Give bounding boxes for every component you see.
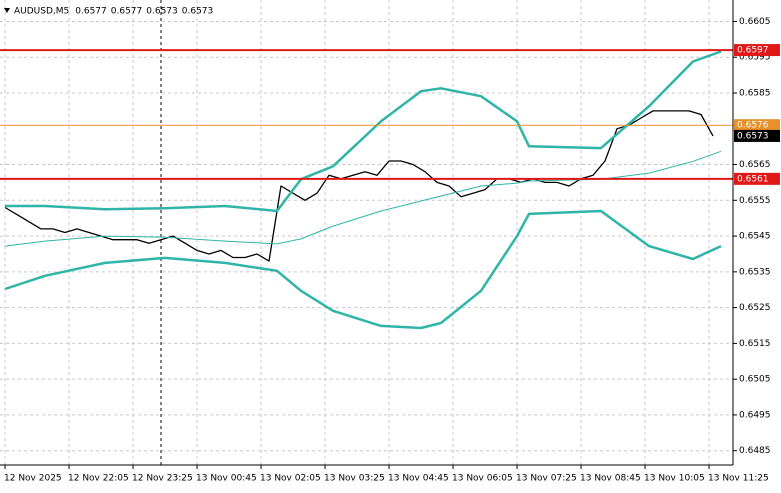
price-tag-label: 0.6561 [737,174,769,184]
price-tag-label: 0.6597 [737,46,769,56]
y-tick-label: 0.6565 [739,160,771,170]
y-tick-label: 0.6585 [739,89,771,99]
y-tick-label: 0.6535 [739,267,771,277]
y-tick-label: 0.6525 [739,303,771,313]
ohlc-values: 0.6577 0.6577 0.6573 0.6573 [75,7,213,17]
ohlc-value: 0.6577 [111,7,143,17]
x-tick-label: 13 Nov 08:45 [580,474,641,484]
price-tag [734,172,780,185]
x-tick-label: 13 Nov 07:25 [516,474,577,484]
ohlc-value: 0.6577 [75,7,107,17]
symbol-menu-icon[interactable] [4,8,10,13]
ohlc-value: 0.6573 [146,7,178,17]
price-tag-label: 0.6576 [737,121,769,131]
y-tick-label: 0.6505 [739,375,771,385]
y-tick-label: 0.6515 [739,339,771,349]
ohlc-value: 0.6573 [182,7,214,17]
series-line [5,50,722,213]
x-tick-label: 13 Nov 10:05 [644,474,705,484]
y-tick-label: 0.6595 [739,53,771,63]
y-tick-label: 0.6495 [739,410,771,420]
x-tick-label: 13 Nov 00:45 [196,474,257,484]
plot-area [0,49,733,330]
x-tick-label: 12 Nov 22:05 [68,474,129,484]
price-tag [734,119,780,132]
x-tick-label: 13 Nov 11:25 [708,474,769,484]
y-tick-label: 0.6605 [739,17,771,27]
x-tick-label: 12 Nov 23:25 [132,474,193,484]
series-line [4,110,714,262]
grid [0,0,733,465]
axes: 0.6605 0.6595 0.6585 0.6565 0.6555 0.6545 0.65… [4,17,780,484]
price-tag-label: 0.6573 [737,131,769,141]
x-tick-label: 12 Nov 2025 [4,474,62,484]
price-tag [734,44,780,57]
symbol: AUDUSD,M5 [14,7,69,17]
x-tick-label: 13 Nov 04:45 [388,474,449,484]
y-tick-label: 0.6555 [739,196,771,206]
price-tag [734,129,780,142]
y-tick-label: 0.6485 [739,446,771,456]
y-tick-label: 0.6545 [739,232,771,242]
x-tick-label: 13 Nov 06:05 [452,474,513,484]
series-line [4,209,722,330]
x-tick-label: 13 Nov 02:05 [260,474,321,484]
x-tick-label: 13 Nov 03:25 [324,474,385,484]
